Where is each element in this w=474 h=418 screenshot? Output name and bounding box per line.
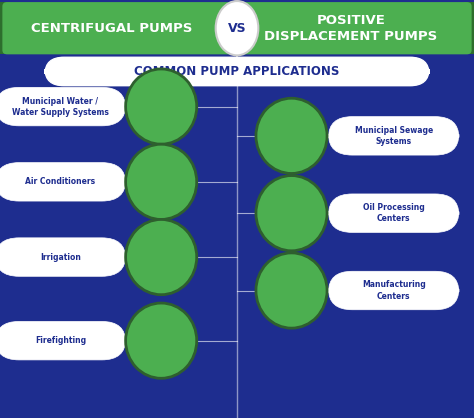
FancyBboxPatch shape bbox=[328, 271, 459, 310]
Text: COMMON PUMP APPLICATIONS: COMMON PUMP APPLICATIONS bbox=[134, 65, 340, 78]
FancyBboxPatch shape bbox=[0, 87, 126, 126]
Text: Firefighting: Firefighting bbox=[35, 336, 86, 345]
Ellipse shape bbox=[126, 144, 197, 219]
FancyBboxPatch shape bbox=[328, 194, 459, 232]
Text: VS: VS bbox=[228, 22, 246, 35]
FancyBboxPatch shape bbox=[328, 117, 459, 155]
Ellipse shape bbox=[256, 176, 327, 251]
Text: Municipal Water /
Water Supply Systems: Municipal Water / Water Supply Systems bbox=[12, 97, 109, 117]
FancyBboxPatch shape bbox=[2, 2, 472, 54]
Text: Municipal Sewage
Systems: Municipal Sewage Systems bbox=[355, 126, 433, 146]
FancyBboxPatch shape bbox=[0, 238, 126, 276]
FancyBboxPatch shape bbox=[0, 163, 126, 201]
Ellipse shape bbox=[126, 219, 197, 295]
Text: CENTRIFUGAL PUMPS: CENTRIFUGAL PUMPS bbox=[31, 22, 192, 35]
FancyBboxPatch shape bbox=[464, 2, 474, 54]
Text: Air Conditioners: Air Conditioners bbox=[26, 177, 95, 186]
Text: Oil Processing
Centers: Oil Processing Centers bbox=[363, 203, 425, 223]
Text: Manufacturing
Centers: Manufacturing Centers bbox=[362, 280, 426, 301]
FancyBboxPatch shape bbox=[45, 57, 429, 86]
Text: POSITIVE
DISPLACEMENT PUMPS: POSITIVE DISPLACEMENT PUMPS bbox=[264, 14, 438, 43]
Ellipse shape bbox=[126, 303, 197, 378]
FancyBboxPatch shape bbox=[0, 2, 10, 54]
Text: Irrigation: Irrigation bbox=[40, 252, 81, 262]
Ellipse shape bbox=[256, 253, 327, 328]
Ellipse shape bbox=[126, 69, 197, 144]
Ellipse shape bbox=[216, 1, 258, 56]
Ellipse shape bbox=[256, 98, 327, 173]
FancyBboxPatch shape bbox=[0, 321, 126, 360]
